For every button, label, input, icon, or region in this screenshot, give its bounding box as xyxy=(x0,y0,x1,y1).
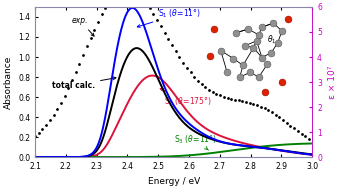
Text: S$_1$ ($\theta$=175°): S$_1$ ($\theta$=175°) xyxy=(160,88,212,108)
Text: exp.: exp. xyxy=(72,16,94,36)
Text: $\theta_1$: $\theta_1$ xyxy=(267,34,277,46)
Text: S$_1$ ($\theta$=11°): S$_1$ ($\theta$=11°) xyxy=(137,8,201,27)
Text: S$_3$ ($\theta$=11°): S$_3$ ($\theta$=11°) xyxy=(174,133,217,150)
Text: total calc.: total calc. xyxy=(52,77,116,90)
X-axis label: Energy / eV: Energy / eV xyxy=(148,177,200,186)
Y-axis label: Absorbance: Absorbance xyxy=(3,55,13,109)
Y-axis label: ε × 10⁷: ε × 10⁷ xyxy=(327,65,337,99)
